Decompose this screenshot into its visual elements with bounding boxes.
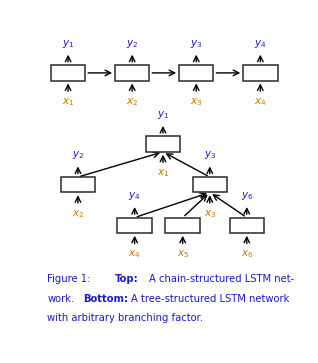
Bar: [230, 217, 264, 233]
Text: Bottom:: Bottom:: [83, 294, 128, 304]
Text: $x_5$: $x_5$: [176, 249, 189, 260]
Text: $x_1$: $x_1$: [62, 96, 74, 108]
Text: Top:: Top:: [115, 274, 139, 284]
Bar: [51, 65, 85, 81]
Bar: [61, 177, 95, 192]
Bar: [192, 177, 227, 192]
Text: A tree-structured LSTM network: A tree-structured LSTM network: [131, 294, 289, 304]
Bar: [179, 65, 213, 81]
Text: $y_2$: $y_2$: [72, 149, 84, 162]
Bar: [115, 65, 149, 81]
Text: $y_1$: $y_1$: [62, 37, 74, 50]
Text: work.: work.: [47, 294, 74, 304]
Text: $x_3$: $x_3$: [190, 96, 203, 108]
Text: $y_3$: $y_3$: [190, 37, 203, 50]
Text: $x_2$: $x_2$: [126, 96, 138, 108]
Text: $y_6$: $y_6$: [240, 190, 253, 202]
Text: A chain-structured LSTM net-: A chain-structured LSTM net-: [149, 274, 295, 284]
Text: $y_2$: $y_2$: [126, 37, 138, 50]
Bar: [243, 65, 278, 81]
Bar: [146, 136, 180, 152]
Bar: [117, 217, 152, 233]
Text: $y_1$: $y_1$: [157, 109, 169, 121]
Text: $x_2$: $x_2$: [72, 208, 84, 220]
Text: $y_4$: $y_4$: [254, 37, 266, 50]
Text: $x_3$: $x_3$: [204, 208, 216, 220]
Text: $y_3$: $y_3$: [204, 149, 216, 162]
Text: with arbitrary branching factor.: with arbitrary branching factor.: [47, 313, 203, 323]
Text: $y_4$: $y_4$: [128, 190, 141, 202]
Text: $x_4$: $x_4$: [128, 249, 141, 260]
Bar: [165, 217, 200, 233]
Text: $x_4$: $x_4$: [254, 96, 266, 108]
Text: Figure 1:: Figure 1:: [47, 274, 91, 284]
Text: $x_6$: $x_6$: [240, 249, 253, 260]
Text: $x_1$: $x_1$: [157, 167, 169, 179]
